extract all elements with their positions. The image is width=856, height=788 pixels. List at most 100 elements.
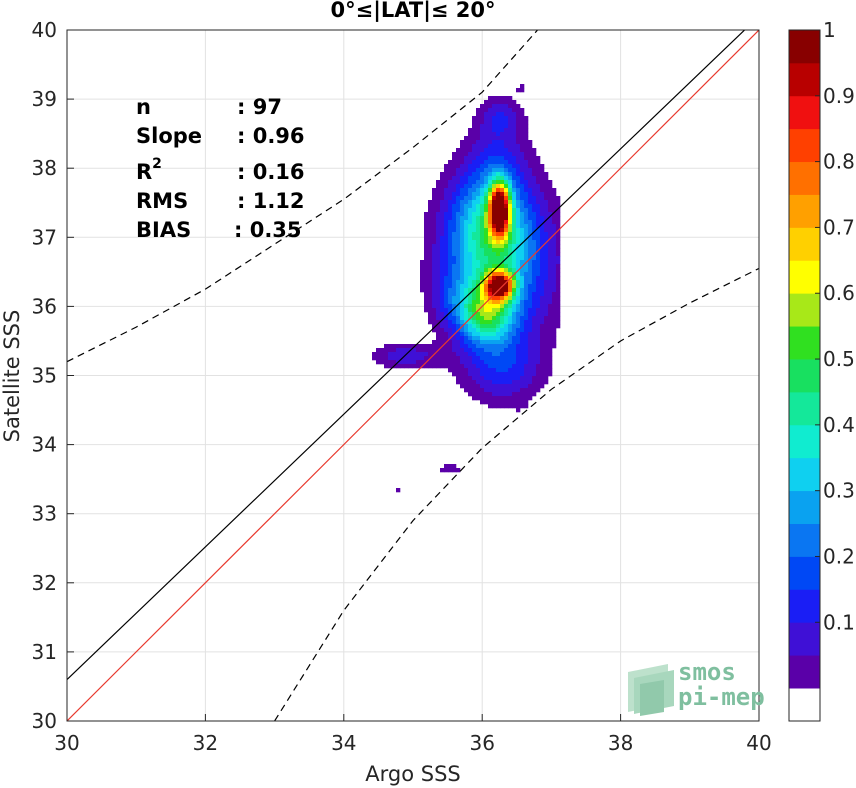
density-cell [472,300,477,305]
density-cell [472,192,477,197]
density-cell [480,284,485,289]
density-cell [540,220,545,225]
density-cell [396,364,401,369]
density-cell [496,116,501,121]
x-axis-ticks: 30 32 34 36 38 40 [54,714,772,755]
density-cell [548,344,553,349]
density-cell [436,260,441,265]
density-cell [476,256,481,261]
density-cell [420,352,425,357]
density-cell [432,220,437,225]
density-cell [472,124,477,129]
density-cell [528,300,533,305]
density-cell [544,196,549,201]
density-cell [476,192,481,197]
density-cell [512,380,517,385]
density-cell [460,256,465,261]
density-cell [484,196,489,201]
density-cell [456,352,461,357]
density-cell [476,248,481,253]
density-cell [524,324,529,329]
stat-bias-value: : 0.35 [234,218,302,242]
density-cell [524,388,529,393]
density-cell [456,348,461,353]
density-cell [552,240,557,245]
density-cell [432,360,437,365]
density-cell [452,180,457,185]
density-cell [424,224,429,229]
density-cell [464,352,469,357]
density-cell [504,300,509,305]
density-cell [472,384,477,389]
density-cell [444,184,449,189]
density-cell [548,268,553,273]
density-cell [392,360,397,365]
density-cell [512,176,517,181]
density-cell [472,188,477,193]
stat-r2-label: R2 [136,156,162,184]
density-cell [492,280,497,285]
density-cell [548,260,553,265]
density-cell [476,352,481,357]
density-cell [520,328,525,333]
density-cell [424,264,429,269]
density-cell [452,344,457,349]
density-cell [428,284,433,289]
density-cell [532,360,537,365]
density-cell [464,280,469,285]
density-cell [536,252,541,257]
density-cell [496,132,501,137]
density-cell [432,284,437,289]
y-tick-label: 40 [32,18,57,42]
density-cell [388,356,393,361]
density-cell [524,148,529,153]
density-cell [516,120,521,125]
density-cell [520,204,525,209]
density-cell [544,276,549,281]
density-cell [544,300,549,305]
density-cell [540,268,545,273]
density-cell [464,228,469,233]
density-cell [508,340,513,345]
density-cell [452,228,457,233]
density-cell [480,244,485,249]
density-cell [472,344,477,349]
density-cell [536,388,541,393]
density-cell [468,348,473,353]
density-cell [464,372,469,377]
density-cell [444,312,449,317]
density-cell [548,192,553,197]
density-cell [496,100,501,105]
density-cell [488,384,493,389]
density-cell [496,160,501,165]
density-cell [532,288,537,293]
density-cell [432,308,437,313]
density-cell [372,356,377,361]
density-cell [544,192,549,197]
density-cell [416,352,421,357]
density-cell [460,352,465,357]
density-cell [468,152,473,157]
stat-rms-label: RMS [136,189,188,213]
density-cell [492,372,497,377]
density-cell [432,212,437,217]
density-cell [476,292,481,297]
density-cell [532,376,537,381]
density-cell [504,228,509,233]
density-cell [532,344,537,349]
density-cell [524,396,529,401]
density-cell [512,168,517,173]
density-cell [484,260,489,265]
density-cell [488,156,493,161]
density-cell [548,276,553,281]
density-cell [456,468,461,473]
density-cell [536,200,541,205]
density-cell [512,340,517,345]
density-cell [504,356,509,361]
colorbar-band [789,490,820,524]
density-cell [500,244,505,249]
density-cell [548,188,553,193]
density-cell [544,296,549,301]
density-cell [484,284,489,289]
density-cell [456,192,461,197]
